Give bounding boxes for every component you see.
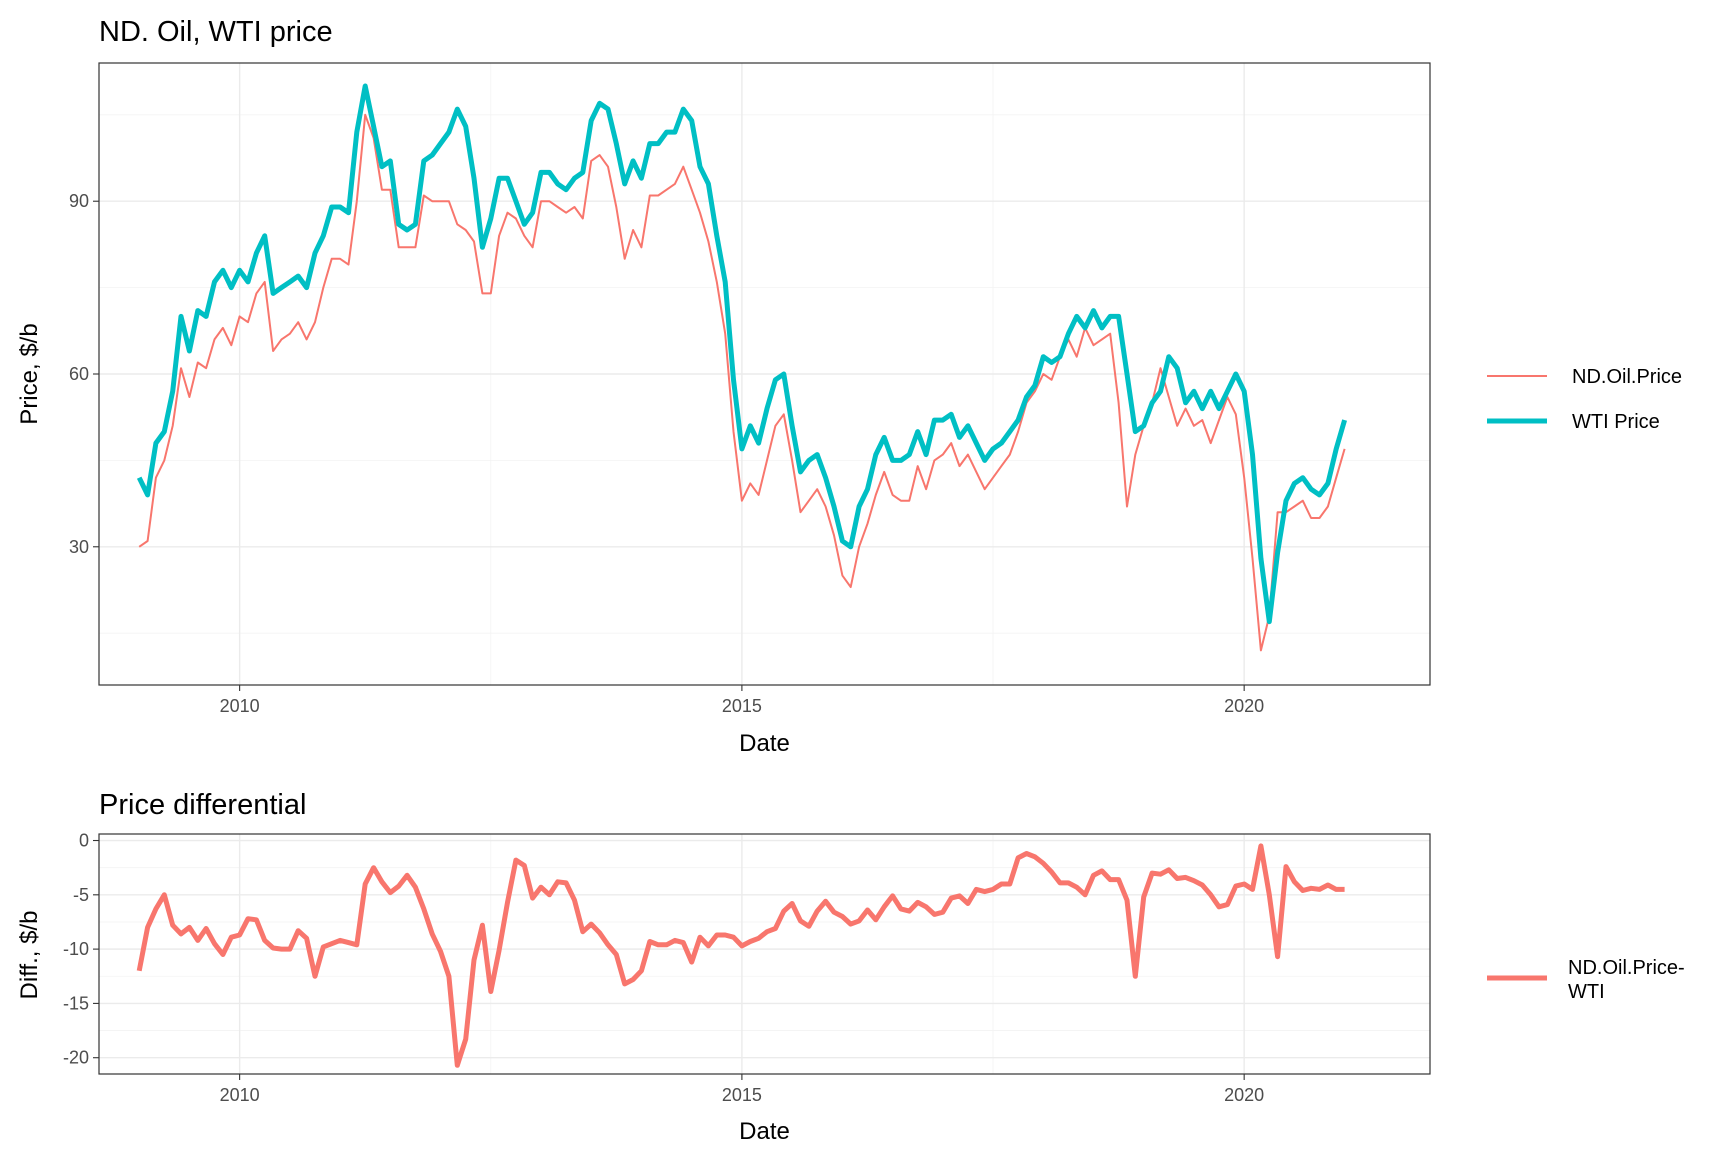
legend-label-wti-price: WTI Price: [1572, 411, 1660, 433]
price-chart: ND. Oil, WTI price 2010 2015 2020 30 60 90 Da…: [16, 16, 1682, 757]
diff-x-tick-label: 2015: [722, 1085, 762, 1105]
differential-chart: Price differential 2010 2015 2020 0 -5 -10 -15…: [16, 789, 1685, 1145]
diff-x-tick-label: 2010: [220, 1085, 260, 1105]
differential-chart-panel-border: [98, 833, 1431, 1075]
differential-chart-title: Price differential: [99, 789, 306, 821]
diff-y-tick-label: -15: [63, 993, 89, 1013]
diff-x-tick-label: 2020: [1224, 1085, 1264, 1105]
differential-chart-grid: [99, 834, 1430, 1074]
price-chart-series: [136, 83, 1347, 652]
differential-chart-y-axis-title: Diff., $/b: [16, 911, 43, 1000]
diff-y-tick-label: -5: [73, 885, 89, 905]
price-chart-x-axis-title: Date: [739, 730, 790, 757]
legend-label-nd-oil-price: ND.Oil.Price: [1572, 366, 1682, 388]
price-chart-grid: [99, 63, 1430, 685]
diff-y-tick-label: -20: [63, 1048, 89, 1068]
differential-chart-legend: ND.Oil.Price- WTI: [1487, 957, 1685, 1003]
differential-chart-axes: 2010 2015 2020 0 -5 -10 -15 -20: [63, 831, 1264, 1105]
price-x-tick-label: 2020: [1224, 696, 1264, 716]
legend-label-nd-oil-price-wti-line2: WTI: [1568, 981, 1605, 1003]
diff-y-tick-label: -10: [63, 939, 89, 959]
differential-chart-x-axis-title: Date: [739, 1118, 790, 1145]
price-chart-title: ND. Oil, WTI price: [99, 16, 333, 48]
price-chart-axes: 2010 2015 2020 30 60 90: [69, 191, 1264, 716]
price-y-tick-label: 60: [69, 364, 89, 384]
diff-series-line-nd-oil-price-wti: [136, 843, 1345, 1068]
price-x-tick-label: 2010: [220, 696, 260, 716]
price-chart-legend: ND.Oil.Price WTI Price: [1487, 366, 1682, 433]
price-series-line-wti-price: [136, 83, 1347, 625]
legend-label-nd-oil-price-wti-line1: ND.Oil.Price-: [1568, 957, 1685, 979]
price-y-tick-label: 90: [69, 191, 89, 211]
price-y-tick-label: 30: [69, 537, 89, 557]
price-x-tick-label: 2015: [722, 696, 762, 716]
diff-y-tick-label: 0: [79, 831, 89, 851]
price-chart-y-axis-title: Price, $/b: [16, 323, 43, 424]
differential-chart-series: [136, 843, 1345, 1068]
